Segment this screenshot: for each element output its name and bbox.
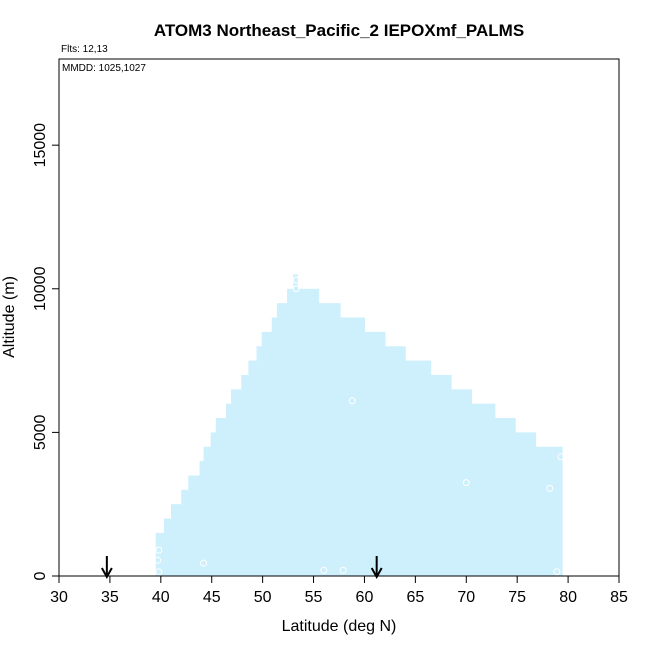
coverage-step (261, 331, 273, 576)
x-tick-label: 55 (305, 589, 323, 606)
coverage-step (199, 461, 205, 576)
x-tick-label: 45 (203, 589, 221, 606)
arrow-markers (100, 556, 383, 580)
y-tick-label: 15000 (32, 123, 49, 168)
data-point (553, 568, 561, 576)
x-axis-label: Latitude (deg N) (282, 618, 397, 635)
data-point (557, 453, 565, 461)
coverage-step (494, 418, 516, 576)
data-point (546, 484, 554, 492)
x-tick-label: 65 (406, 589, 424, 606)
data-point (154, 556, 162, 564)
coverage-step (471, 403, 496, 576)
x-tick-label: 50 (254, 589, 272, 606)
dates-label: MMDD: 1025,1027 (62, 63, 146, 74)
x-tick-label: 60 (356, 589, 374, 606)
data-point (339, 566, 347, 574)
coverage-step (287, 288, 294, 576)
coverage-step (535, 446, 559, 576)
y-axis: 0 5000 10000 15000 (32, 123, 60, 580)
coverage-step (271, 317, 278, 576)
coverage-step (225, 403, 232, 576)
coverage-step (557, 446, 563, 576)
y-axis-label: Altitude (m) (1, 276, 18, 358)
x-tick-label: 75 (508, 589, 526, 606)
coverage-step (293, 274, 298, 576)
coverage-step (384, 346, 406, 576)
coverage-step (405, 360, 432, 576)
coverage-step (248, 360, 258, 576)
data-point (155, 546, 163, 554)
coverage-step (163, 518, 172, 576)
down-arrow-marker (100, 556, 113, 580)
data-point (348, 397, 356, 405)
coverage-step (318, 303, 341, 576)
data-point (320, 566, 328, 574)
y-tick-label: 0 (32, 571, 49, 580)
coverage-step (203, 446, 212, 576)
flights-label: Flts: 12,13 (61, 44, 108, 55)
data-points (154, 276, 565, 576)
data-point (462, 479, 470, 487)
x-axis: 30 35 40 45 50 55 60 65 70 75 80 85 (50, 575, 628, 606)
data-point (292, 276, 300, 284)
coverage-step (181, 489, 189, 576)
down-arrow-marker (370, 556, 383, 580)
chart-title: ATOM3 Northeast_Pacific_2 IEPOXmf_PALMS (154, 21, 524, 40)
x-tick-label: 85 (610, 589, 628, 606)
y-tick-label: 5000 (32, 414, 49, 450)
coverage-step (188, 475, 201, 576)
coverage-step (241, 374, 249, 576)
coverage-step (297, 288, 320, 576)
coverage-step (364, 331, 386, 576)
x-tick-label: 70 (457, 589, 475, 606)
data-point (200, 559, 208, 567)
coverage-step (215, 418, 227, 576)
data-point (155, 568, 163, 576)
coverage-step (231, 389, 242, 576)
x-tick-label: 30 (50, 589, 68, 606)
coverage-step (515, 432, 537, 576)
coverage-step (256, 346, 263, 576)
coverage-step (210, 432, 217, 576)
coverage-step (155, 532, 165, 576)
coverage-step (171, 504, 182, 576)
coverage-area (155, 274, 563, 576)
x-tick-label: 80 (559, 589, 577, 606)
x-tick-label: 35 (101, 589, 119, 606)
x-tick-label: 40 (152, 589, 170, 606)
coverage-step (451, 389, 472, 576)
y-tick-label: 10000 (32, 266, 49, 311)
coverage-step (276, 303, 288, 576)
data-point (292, 285, 300, 293)
coverage-step (340, 317, 366, 576)
coverage-step (430, 374, 452, 576)
